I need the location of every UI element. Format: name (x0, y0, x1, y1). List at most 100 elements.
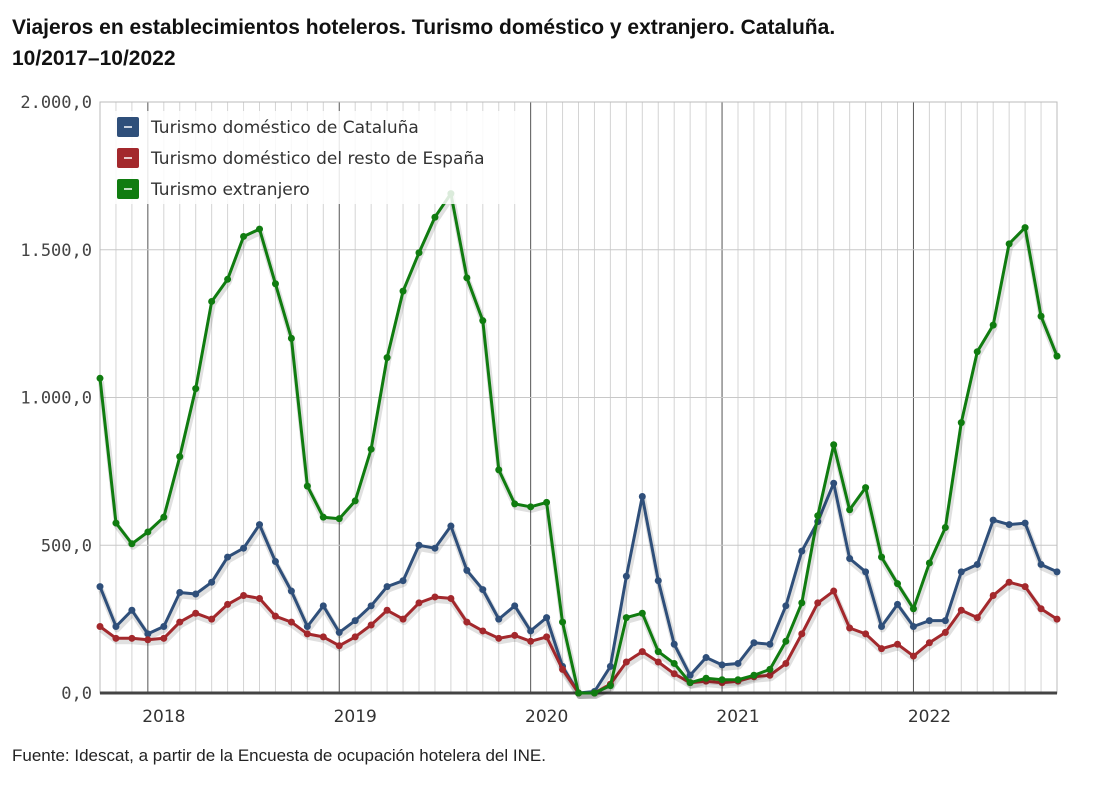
series-3-point[interactable] (654, 648, 662, 656)
series-1-point[interactable] (208, 578, 216, 586)
series-3-point[interactable] (160, 513, 168, 521)
series-2-point[interactable] (96, 623, 104, 631)
series-1-point[interactable] (415, 541, 423, 549)
series-1-point[interactable] (670, 640, 678, 648)
series-1-point[interactable] (846, 555, 854, 563)
series-2-point[interactable] (798, 630, 806, 638)
series-2-point[interactable] (367, 621, 375, 629)
series-1-point[interactable] (973, 560, 981, 568)
series-3-point[interactable] (575, 689, 582, 697)
series-2-point[interactable] (128, 634, 136, 642)
series-2-point[interactable] (431, 593, 439, 601)
series-1-point[interactable] (303, 623, 311, 631)
series-1-point[interactable] (112, 623, 120, 631)
series-1-point[interactable] (176, 589, 184, 597)
series-1-point[interactable] (782, 602, 790, 610)
series-3-point[interactable] (208, 297, 216, 305)
series-2-point[interactable] (256, 594, 263, 602)
series-2-point[interactable] (176, 618, 184, 626)
series-1-point[interactable] (431, 544, 439, 552)
series-3-point[interactable] (1053, 352, 1061, 360)
series-3-point[interactable] (96, 374, 104, 382)
series-3-point[interactable] (351, 497, 359, 505)
series-1-point[interactable] (894, 600, 901, 608)
series-1-point[interactable] (654, 577, 662, 585)
series-3-point[interactable] (590, 689, 598, 697)
series-1-point[interactable] (256, 521, 263, 529)
series-3-point[interactable] (878, 553, 886, 561)
series-2-point[interactable] (559, 665, 567, 673)
series-3-point[interactable] (909, 605, 917, 613)
series-3-point[interactable] (734, 676, 742, 684)
series-2-point[interactable] (878, 645, 886, 653)
series-3-point[interactable] (399, 287, 407, 295)
series-3-point[interactable] (1005, 240, 1013, 248)
series-2-point[interactable] (766, 671, 774, 679)
series-3-point[interactable] (271, 280, 279, 288)
series-2-point[interactable] (909, 652, 917, 660)
series-2-point[interactable] (814, 599, 822, 607)
series-2-point[interactable] (192, 609, 200, 617)
series-3-point[interactable] (702, 674, 710, 682)
series-1-point[interactable] (718, 661, 726, 669)
legend-label[interactable]: Turismo extranjero (150, 180, 310, 200)
legend-label[interactable]: Turismo doméstico de Cataluña (150, 118, 419, 138)
series-2-point[interactable] (399, 615, 407, 623)
series-1-point[interactable] (224, 553, 232, 561)
series-2-point[interactable] (862, 630, 870, 638)
series-3-point[interactable] (176, 453, 184, 461)
series-1-point[interactable] (686, 671, 694, 679)
series-3-point[interactable] (718, 676, 726, 684)
series-2-point[interactable] (925, 639, 933, 647)
series-2-point[interactable] (1005, 578, 1013, 586)
series-1-point[interactable] (96, 583, 104, 591)
series-1-point[interactable] (271, 558, 279, 566)
series-3-point[interactable] (782, 637, 790, 645)
series-2-point[interactable] (383, 606, 391, 614)
series-2-point[interactable] (941, 628, 949, 636)
series-2-point[interactable] (527, 637, 535, 645)
series-1-point[interactable] (766, 640, 774, 648)
series-2-point[interactable] (973, 614, 981, 622)
series-3-point[interactable] (463, 274, 471, 282)
series-3-point[interactable] (287, 334, 295, 342)
series-3-point[interactable] (622, 614, 630, 622)
series-2-point[interactable] (303, 630, 311, 638)
series-2-point[interactable] (224, 600, 232, 608)
series-3-point[interactable] (511, 500, 519, 508)
series-2-point[interactable] (415, 599, 423, 607)
series-2-point[interactable] (351, 633, 359, 641)
series-3-point[interactable] (941, 524, 949, 532)
series-1-point[interactable] (830, 479, 838, 487)
series-2-point[interactable] (447, 594, 455, 602)
series-3-point[interactable] (527, 503, 535, 511)
series-2-point[interactable] (495, 634, 503, 642)
series-1-point[interactable] (527, 627, 535, 635)
series-2-point[interactable] (957, 606, 965, 614)
series-1-point[interactable] (367, 602, 375, 610)
series-3-point[interactable] (750, 671, 758, 679)
series-3-point[interactable] (543, 498, 551, 506)
series-3-point[interactable] (128, 540, 136, 548)
series-3-point[interactable] (112, 519, 120, 527)
series-1-point[interactable] (606, 662, 614, 670)
series-2-point[interactable] (1037, 605, 1045, 613)
series-2-point[interactable] (670, 670, 678, 678)
series-1-point[interactable] (495, 615, 503, 623)
series-1-point[interactable] (511, 602, 519, 610)
series-3-point[interactable] (798, 599, 806, 607)
series-1-point[interactable] (144, 630, 152, 638)
series-1-point[interactable] (702, 654, 710, 662)
series-1-point[interactable] (160, 623, 168, 631)
series-3-point[interactable] (766, 665, 774, 673)
series-2-point[interactable] (830, 587, 838, 595)
series-2-point[interactable] (622, 658, 630, 666)
series-3-point[interactable] (415, 249, 423, 257)
series-3-point[interactable] (925, 559, 933, 567)
series-1-point[interactable] (128, 606, 136, 614)
series-3-point[interactable] (1037, 312, 1045, 320)
series-3-point[interactable] (1021, 224, 1029, 232)
series-1-point[interactable] (351, 617, 359, 625)
series-1-point[interactable] (287, 587, 295, 595)
series-2-point[interactable] (271, 612, 279, 620)
